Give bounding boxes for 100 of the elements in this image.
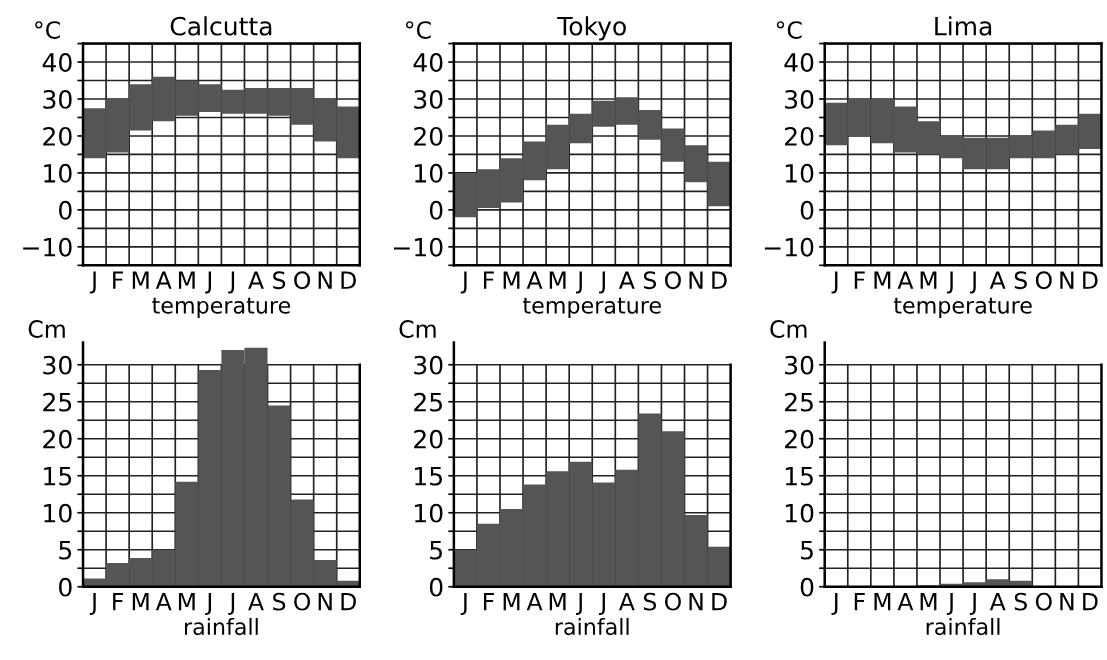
x-tick-label: O	[664, 271, 681, 290]
y-tick-label: 0	[59, 577, 72, 597]
x-tick-label: S	[643, 592, 657, 611]
y-tick-label: 10	[415, 503, 443, 523]
x-tick-label: D	[1083, 593, 1098, 611]
x-tick-label: A	[526, 271, 543, 289]
y-tick-label: 0	[59, 200, 72, 220]
y-tick-label: 30	[785, 89, 814, 109]
x-tick-label: A	[618, 593, 635, 611]
y-tick-label: 10	[44, 503, 72, 523]
x-tick-label: J	[969, 271, 976, 294]
x-tick-label: F	[854, 593, 865, 611]
x-tick-label: F	[113, 271, 124, 289]
x-tick-label: J	[946, 593, 953, 615]
y-tick-label: 30	[414, 89, 443, 109]
y-tick-label: −10	[764, 237, 814, 257]
y-tick-label: 30	[43, 89, 72, 109]
x-tick-label: J	[228, 593, 235, 615]
y-tick-label: 25	[785, 392, 813, 412]
x-tick-label: A	[618, 271, 635, 289]
x-tick-label: F	[483, 593, 494, 611]
y-tick-label: 20	[785, 429, 814, 449]
y-tick-label: 40	[413, 52, 443, 72]
x-tick-label: M	[132, 593, 149, 611]
x-tick-label: S	[273, 592, 286, 611]
x-axis-title: rainfall	[185, 617, 258, 636]
y-axis-title: °C	[776, 21, 802, 39]
x-tick-label: M	[503, 593, 520, 611]
x-tick-label: S	[643, 271, 657, 290]
x-tick-label: M	[178, 271, 195, 289]
x-tick-label: A	[155, 593, 172, 611]
x-tick-label: A	[989, 271, 1006, 289]
x-tick-label: N	[1060, 271, 1074, 289]
x-tick-label: M	[920, 271, 937, 289]
x-tick-label: O	[294, 592, 311, 611]
x-tick-label: A	[248, 271, 264, 289]
x-tick-label: A	[248, 593, 264, 611]
chart-title: Lima	[935, 16, 992, 36]
x-tick-label: J	[460, 593, 467, 615]
x-tick-label: J	[460, 271, 467, 294]
x-tick-label: O	[1035, 271, 1052, 290]
x-tick-label: D	[341, 593, 356, 611]
y-tick-label: 20	[414, 429, 443, 449]
x-tick-label: A	[155, 271, 172, 289]
x-tick-label: M	[549, 271, 566, 289]
x-tick-label: J	[205, 593, 212, 615]
y-tick-label: 0	[429, 577, 443, 597]
y-tick-label: 20	[43, 126, 72, 146]
x-tick-label: A	[989, 593, 1006, 611]
x-tick-label: M	[132, 271, 149, 289]
y-tick-label: 20	[414, 126, 443, 146]
y-axis-title: Cm	[770, 320, 807, 338]
x-tick-label: S	[1014, 271, 1027, 290]
x-tick-label: F	[113, 593, 124, 611]
x-tick-label: A	[526, 593, 543, 611]
y-tick-label: 15	[44, 467, 72, 486]
y-tick-label: 20	[43, 429, 72, 449]
x-tick-label: J	[946, 271, 953, 294]
x-tick-label: J	[599, 593, 605, 615]
x-axis-title: temperature	[152, 297, 291, 319]
y-axis-title: Cm	[399, 320, 436, 338]
x-tick-label: A	[897, 593, 914, 611]
x-tick-label: J	[228, 271, 235, 294]
y-tick-label: 30	[414, 355, 443, 375]
y-tick-label: 0	[800, 577, 814, 597]
y-axis-title: °C	[405, 21, 431, 39]
y-tick-label: 20	[785, 126, 814, 146]
x-tick-label: O	[294, 271, 311, 290]
x-axis-title: rainfall	[926, 617, 1000, 636]
x-axis-title: temperature	[523, 297, 661, 319]
x-axis-title: rainfall	[555, 617, 629, 636]
x-tick-label: O	[1035, 592, 1052, 611]
y-tick-label: 0	[429, 200, 443, 220]
y-tick-label: 40	[784, 52, 814, 72]
x-tick-label: S	[273, 271, 286, 290]
y-tick-label: 15	[415, 467, 442, 486]
y-tick-label: 15	[785, 467, 813, 486]
x-tick-label: F	[483, 271, 494, 289]
x-tick-label: J	[831, 271, 838, 294]
x-tick-label: J	[89, 271, 96, 294]
x-tick-label: M	[549, 593, 566, 611]
x-tick-label: J	[205, 271, 212, 294]
y-axis-title: Cm	[28, 320, 65, 338]
x-tick-label: M	[178, 593, 195, 611]
y-tick-label: −10	[23, 237, 72, 257]
x-axis-title: temperature	[893, 297, 1032, 319]
x-tick-label: N	[689, 593, 703, 611]
y-tick-label: 30	[785, 355, 814, 375]
x-tick-label: O	[664, 592, 681, 611]
y-tick-label: 10	[44, 163, 72, 183]
y-axis-title: °C	[35, 21, 60, 39]
y-tick-label: 5	[430, 541, 442, 560]
x-tick-label: J	[576, 271, 582, 294]
x-tick-label: J	[969, 593, 976, 615]
y-tick-label: 0	[800, 200, 814, 220]
x-tick-label: N	[689, 271, 703, 289]
x-tick-label: D	[341, 271, 356, 289]
x-tick-label: M	[920, 593, 937, 611]
x-tick-label: N	[318, 271, 332, 289]
chart-title: Calcutta	[170, 16, 272, 36]
